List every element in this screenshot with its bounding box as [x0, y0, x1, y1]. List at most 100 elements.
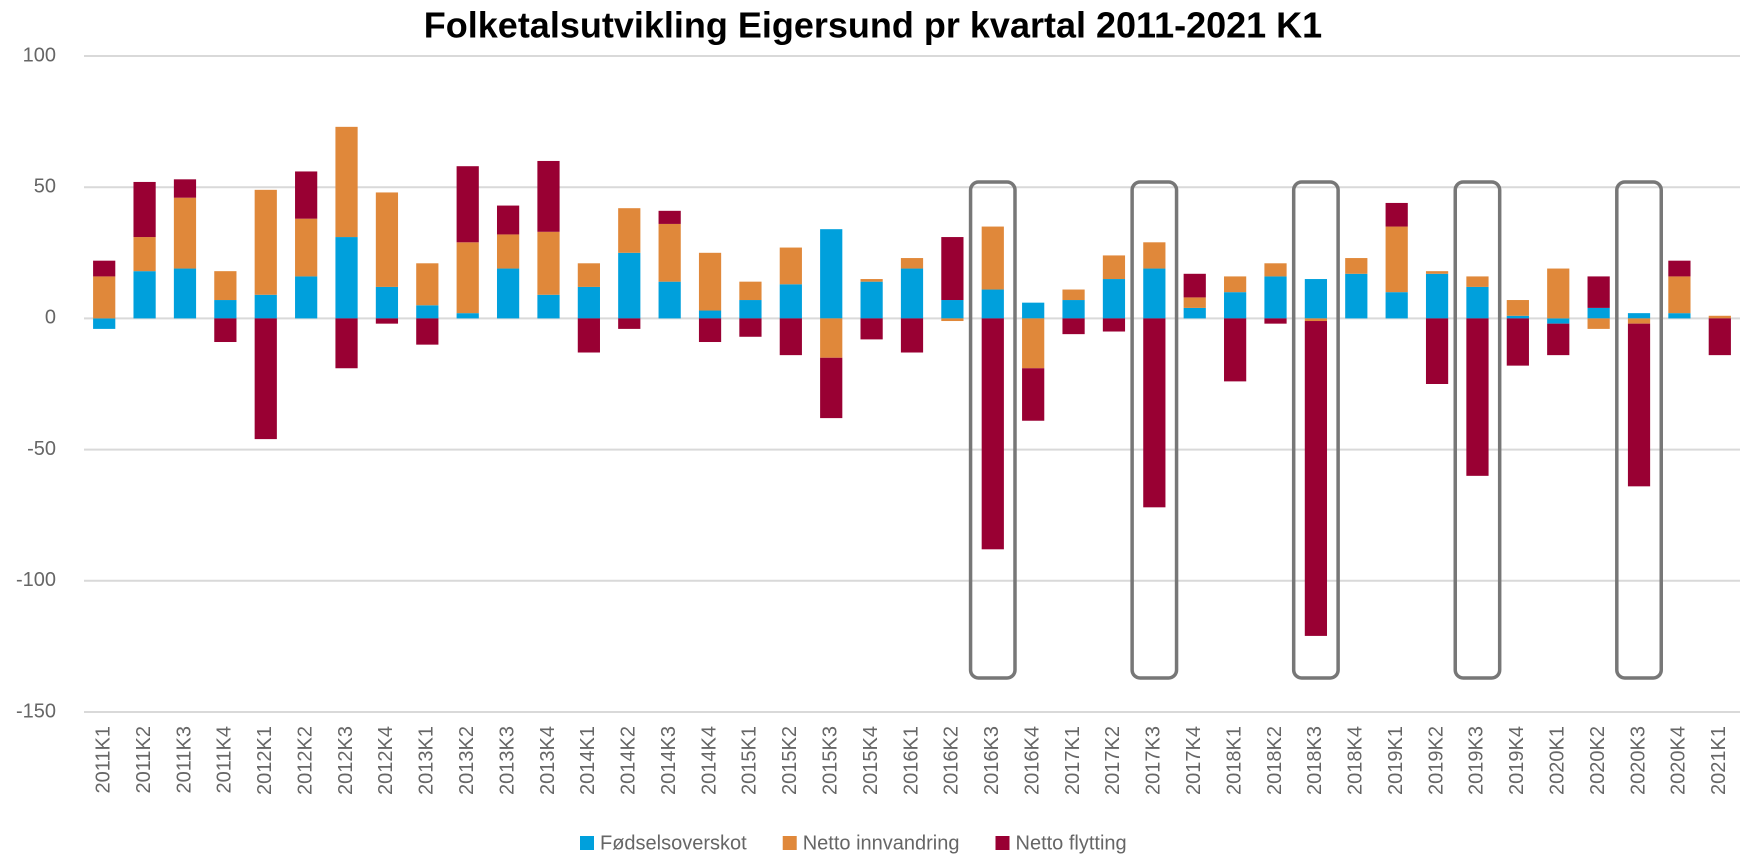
bar — [335, 126, 358, 238]
bar — [1143, 242, 1166, 269]
bar — [456, 242, 479, 314]
bar — [1668, 313, 1691, 319]
bar — [1627, 313, 1651, 319]
bar — [1425, 318, 1449, 384]
legend-swatch — [995, 836, 1010, 850]
x-tick-label: 2011K2 — [133, 726, 155, 793]
bar — [93, 260, 116, 277]
x-tick-label: 2014K1 — [577, 726, 599, 795]
bar — [1547, 323, 1570, 356]
highlight-frame — [1615, 180, 1663, 680]
x-tick-label: 2013K3 — [496, 726, 518, 795]
bar — [618, 318, 641, 329]
bar — [1062, 318, 1085, 335]
bar — [133, 181, 156, 238]
x-tick-label: 2019K1 — [1385, 726, 1407, 795]
bar — [1183, 297, 1206, 308]
bar — [779, 318, 802, 356]
bar — [295, 276, 318, 319]
bar — [93, 318, 116, 329]
bar — [375, 192, 399, 287]
bar — [496, 268, 520, 319]
bar — [214, 300, 237, 319]
bar — [779, 247, 802, 285]
bar — [860, 318, 883, 340]
bar — [254, 189, 277, 295]
highlight-frame — [1453, 180, 1502, 680]
bar — [698, 252, 722, 311]
bar — [1466, 286, 1489, 319]
bar — [1627, 318, 1651, 324]
x-tick-label: 2018K4 — [1345, 726, 1367, 795]
bar — [456, 166, 479, 243]
x-tick-label: 2018K3 — [1304, 726, 1326, 795]
x-tick-label: 2020K2 — [1587, 726, 1609, 795]
highlight-frame — [1130, 180, 1179, 680]
bar — [1224, 276, 1247, 293]
bar — [416, 305, 439, 319]
bar — [133, 237, 156, 272]
y-tick-label: -100 — [16, 569, 56, 591]
x-tick-label: 2016K1 — [900, 726, 922, 795]
bar — [941, 300, 964, 319]
bar — [981, 318, 1004, 550]
bar — [577, 318, 600, 353]
bar — [1385, 226, 1408, 293]
bar — [820, 229, 843, 319]
y-tick-label: -50 — [27, 438, 56, 460]
bar — [1506, 300, 1529, 316]
x-tick-label: 2019K3 — [1466, 726, 1488, 795]
legend-label: Netto innvandring — [803, 832, 960, 854]
x-tick-label: 2012K4 — [375, 726, 397, 795]
bar — [1062, 300, 1085, 319]
bar — [375, 318, 399, 324]
bar — [1506, 318, 1529, 366]
bar — [981, 289, 1004, 319]
x-tick-label: 2013K4 — [537, 726, 559, 795]
bar — [820, 318, 843, 358]
x-tick-label: 2017K4 — [1183, 726, 1205, 795]
bar — [335, 318, 358, 369]
bar — [1345, 258, 1368, 274]
x-tick-label: 2017K1 — [1062, 726, 1084, 795]
chart-title: Folketalsutvikling Eigersund pr kvartal … — [424, 5, 1322, 46]
x-tick-label: 2015K4 — [860, 726, 882, 795]
bar — [416, 318, 439, 345]
bar — [618, 252, 641, 319]
x-tick-label: 2021K1 — [1708, 726, 1730, 795]
x-tick-label: 2011K3 — [173, 726, 195, 793]
bar — [254, 294, 277, 319]
bar — [1547, 318, 1570, 324]
highlight-frame — [1291, 180, 1340, 680]
bar — [456, 313, 479, 319]
bar — [698, 310, 722, 319]
legend-swatch — [580, 836, 594, 850]
highlight-frame — [968, 180, 1017, 680]
x-tick-label: 2015K2 — [779, 726, 801, 795]
legend-swatch — [782, 836, 797, 850]
bar — [416, 263, 439, 306]
bar — [295, 218, 318, 277]
bar — [820, 357, 843, 419]
y-tick-label: 0 — [45, 307, 56, 329]
bar — [860, 281, 883, 319]
bar — [618, 208, 641, 253]
bar — [1425, 271, 1449, 274]
bar — [698, 318, 722, 343]
bar — [133, 271, 156, 319]
bar — [1304, 318, 1328, 322]
bar — [1547, 268, 1570, 319]
x-tick-label: 2018K2 — [1264, 726, 1286, 795]
legend-label: Netto flytting — [1016, 832, 1127, 854]
bar — [941, 237, 964, 301]
bar — [1224, 292, 1247, 319]
x-tick-label: 2013K1 — [416, 726, 438, 795]
bar — [1587, 276, 1610, 308]
bar — [1143, 268, 1166, 319]
bar — [739, 318, 762, 337]
x-tick-label: 2016K3 — [981, 726, 1003, 795]
bar — [214, 318, 237, 343]
bar — [1264, 276, 1287, 319]
bar — [1668, 260, 1691, 277]
bar — [658, 210, 681, 224]
